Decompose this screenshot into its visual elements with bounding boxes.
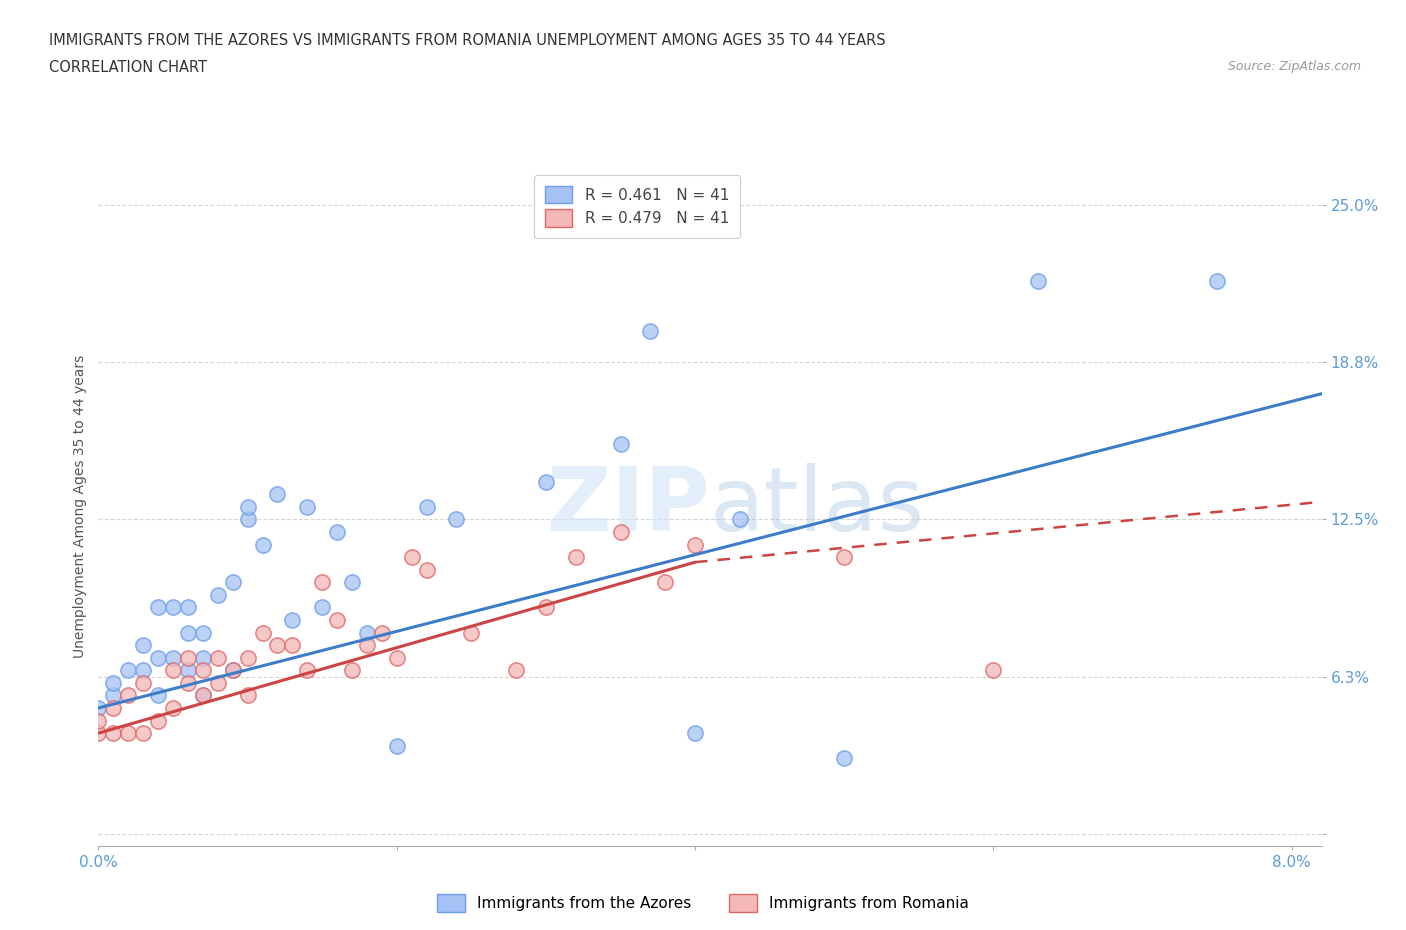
Point (236, 512, 259, 527)
Text: IMMIGRANTS FROM THE AZORES VS IMMIGRANTS FROM ROMANIA UNEMPLOYMENT AMONG AGES 35: IMMIGRANTS FROM THE AZORES VS IMMIGRANTS… (49, 33, 886, 47)
Point (311, 600, 333, 615)
Point (87, 725, 110, 740)
Point (640, 324, 662, 339)
Point (87, 700, 110, 715)
Point (415, 563, 437, 578)
Point (177, 675, 200, 690)
Point (236, 499, 259, 514)
Point (207, 650, 229, 665)
Point (401, 550, 423, 565)
Point (311, 575, 333, 590)
Point (236, 650, 259, 665)
Point (385, 650, 408, 665)
Point (326, 525, 349, 539)
Text: CORRELATION CHART: CORRELATION CHART (49, 60, 207, 75)
Point (832, 550, 855, 565)
Point (609, 525, 631, 539)
Text: Source: ZipAtlas.com: Source: ZipAtlas.com (1227, 60, 1361, 73)
Point (297, 499, 319, 514)
Point (534, 474, 557, 489)
Point (252, 625, 274, 640)
Point (162, 650, 184, 665)
Point (191, 663, 214, 678)
Point (221, 575, 243, 590)
Point (281, 613, 304, 628)
Point (146, 713, 169, 728)
Point (1026, 273, 1049, 288)
Point (191, 625, 214, 640)
Point (207, 675, 229, 690)
Point (132, 725, 155, 740)
Point (356, 638, 378, 653)
Point (266, 486, 288, 501)
Point (371, 625, 394, 640)
Point (281, 638, 304, 653)
Point (177, 625, 200, 640)
Point (340, 663, 363, 678)
Point (162, 600, 184, 615)
Point (103, 688, 125, 703)
Point (340, 575, 363, 590)
Point (460, 625, 482, 640)
Point (87, 713, 110, 728)
Point (654, 575, 676, 590)
Point (117, 688, 139, 703)
Point (177, 650, 200, 665)
Point (132, 675, 155, 690)
Point (146, 600, 169, 615)
Point (297, 663, 319, 678)
Point (728, 512, 751, 527)
Point (252, 538, 274, 552)
Y-axis label: Unemployment Among Ages 35 to 44 years: Unemployment Among Ages 35 to 44 years (73, 355, 87, 658)
Point (221, 663, 243, 678)
Point (132, 663, 155, 678)
Point (1206, 273, 1229, 288)
Point (117, 725, 139, 740)
Point (683, 725, 706, 740)
Point (415, 499, 437, 514)
Point (446, 512, 468, 527)
Point (146, 688, 169, 703)
Point (117, 663, 139, 678)
Point (236, 688, 259, 703)
Point (132, 638, 155, 653)
Legend: Immigrants from the Azores, Immigrants from Romania: Immigrants from the Azores, Immigrants f… (432, 888, 974, 918)
Point (162, 700, 184, 715)
Point (683, 538, 706, 552)
Point (207, 588, 229, 603)
Point (177, 663, 200, 678)
Point (191, 650, 214, 665)
Point (609, 436, 631, 451)
Point (266, 638, 288, 653)
Legend: R = 0.461   N = 41, R = 0.479   N = 41: R = 0.461 N = 41, R = 0.479 N = 41 (534, 175, 740, 238)
Point (162, 663, 184, 678)
Point (191, 688, 214, 703)
Point (103, 675, 125, 690)
Point (356, 625, 378, 640)
Point (326, 613, 349, 628)
Point (534, 600, 557, 615)
Point (103, 700, 125, 715)
Point (983, 663, 1005, 678)
Point (832, 751, 855, 765)
Point (177, 600, 200, 615)
Point (505, 663, 527, 678)
Text: atlas: atlas (710, 463, 925, 551)
Point (103, 725, 125, 740)
Point (565, 550, 588, 565)
Point (385, 738, 408, 753)
Point (146, 650, 169, 665)
Point (191, 688, 214, 703)
Point (221, 663, 243, 678)
Text: ZIP: ZIP (547, 463, 710, 551)
